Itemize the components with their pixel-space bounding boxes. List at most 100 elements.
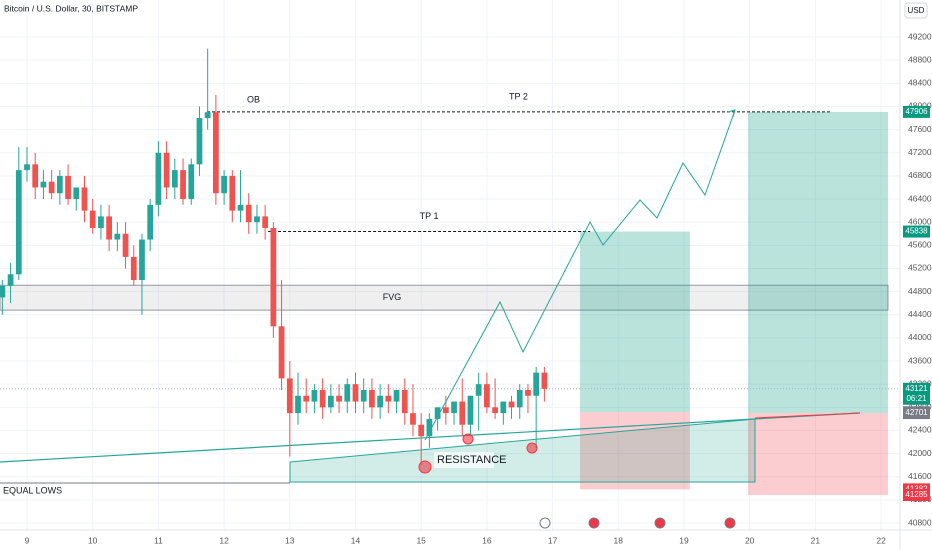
candle-body xyxy=(426,418,433,437)
price-label: 42701 xyxy=(905,408,928,417)
candle-body xyxy=(254,216,260,223)
x-tick-label: 19 xyxy=(679,535,689,545)
candle-body xyxy=(56,175,63,194)
candle-body xyxy=(336,395,342,402)
y-tick-label: 47200 xyxy=(908,147,932,157)
candle-body xyxy=(278,326,285,379)
candle-body xyxy=(541,372,548,389)
low-marker xyxy=(462,433,474,445)
projection-path xyxy=(424,109,736,441)
candle-body xyxy=(188,164,195,200)
candle-body xyxy=(434,407,441,419)
y-tick-label: 46000 xyxy=(908,216,932,226)
y-tick-label: 49200 xyxy=(908,31,932,41)
price-countdown: 06:21 xyxy=(906,394,927,403)
price-label: 45838 xyxy=(905,227,928,236)
low-marker xyxy=(418,460,432,474)
candle-body xyxy=(139,239,145,281)
x-tick-label: 9 xyxy=(25,535,30,545)
candle-body xyxy=(442,407,449,414)
candle-body xyxy=(15,170,22,275)
candle-body xyxy=(262,216,269,228)
currency-button[interactable] xyxy=(904,2,928,19)
candle-body xyxy=(295,395,301,414)
candle-body xyxy=(89,210,96,228)
candle-body xyxy=(303,395,310,402)
candle-body xyxy=(401,389,408,414)
x-tick-label: 14 xyxy=(351,535,361,545)
candle-body xyxy=(114,233,121,240)
tp-label: TP 2 xyxy=(509,91,528,101)
y-tick-label: 44800 xyxy=(908,286,932,296)
candle-body xyxy=(98,216,104,228)
candle-body xyxy=(352,384,359,402)
candle-body xyxy=(221,175,227,194)
x-tick-label: 10 xyxy=(88,535,98,545)
candle-body xyxy=(24,164,30,171)
candle-body xyxy=(516,389,523,408)
tp-label: TP 1 xyxy=(420,211,439,221)
candle-body xyxy=(245,204,252,223)
candle-body xyxy=(65,175,71,200)
projection-arrow xyxy=(727,109,736,118)
grid xyxy=(0,0,900,530)
candle-body xyxy=(459,401,466,425)
y-tick-label: 42000 xyxy=(908,448,932,458)
chart-title: Bitcoin / U.S. Dollar, 30, BITSTAMP xyxy=(4,3,138,13)
currency-label[interactable]: USD xyxy=(908,6,925,15)
candle-body xyxy=(180,170,186,200)
candle-body xyxy=(73,187,80,200)
y-tick-label: 48000 xyxy=(908,101,932,111)
candle-body xyxy=(48,181,55,194)
candle-body xyxy=(229,175,236,211)
resistance-label: RESISTANCE xyxy=(437,454,506,466)
low-marker xyxy=(526,442,538,454)
price-label: 47906 xyxy=(905,107,928,116)
candle-body xyxy=(270,227,277,327)
price-label: 41382 xyxy=(905,484,928,493)
y-tick-label: 46400 xyxy=(908,193,932,203)
x-tick-label: 21 xyxy=(811,535,821,545)
y-tick-label: 44400 xyxy=(908,309,932,319)
candle-body xyxy=(327,395,334,408)
y-tick-label: 44000 xyxy=(908,332,932,342)
label-bg xyxy=(434,452,494,468)
candle-body xyxy=(467,395,474,425)
x-tick-label: 16 xyxy=(482,535,492,545)
stop-zone xyxy=(579,412,690,490)
candle-body xyxy=(286,378,293,414)
candle-body xyxy=(130,256,137,281)
candle-body xyxy=(492,407,498,414)
candle-body xyxy=(393,389,400,402)
drawings: FVG TP 2 OB TP 1 xyxy=(0,91,900,495)
candle-body xyxy=(525,389,531,396)
x-tick-label: 22 xyxy=(876,535,886,545)
candle-body xyxy=(500,401,507,414)
candle-body xyxy=(81,187,88,211)
event-icons xyxy=(539,517,736,529)
y-tick-label: 45600 xyxy=(908,240,932,250)
candle-body xyxy=(385,395,392,402)
candle-body xyxy=(484,384,490,408)
candle-body xyxy=(204,112,211,119)
y-tick-label: 48800 xyxy=(908,54,932,64)
y-tick-label: 42400 xyxy=(908,425,932,435)
candle-body xyxy=(319,389,326,408)
price-label: 43121 xyxy=(905,384,928,393)
candle-body xyxy=(451,401,457,414)
candle-body xyxy=(533,372,540,396)
y-tick-label: 46800 xyxy=(908,170,932,180)
candle-body xyxy=(155,152,162,205)
candle-body xyxy=(106,216,112,240)
candle-body xyxy=(171,170,178,188)
trendline-extension xyxy=(754,412,861,419)
x-tick-label: 11 xyxy=(154,535,163,545)
candle-body xyxy=(377,395,384,408)
candle-body xyxy=(508,401,515,408)
fvg-label: FVG xyxy=(383,292,402,302)
fvg-zone xyxy=(0,284,889,311)
equal-lows-label: EQUAL LOWS xyxy=(3,485,62,495)
x-tick-label: 18 xyxy=(614,535,624,545)
candle-body xyxy=(344,384,351,402)
